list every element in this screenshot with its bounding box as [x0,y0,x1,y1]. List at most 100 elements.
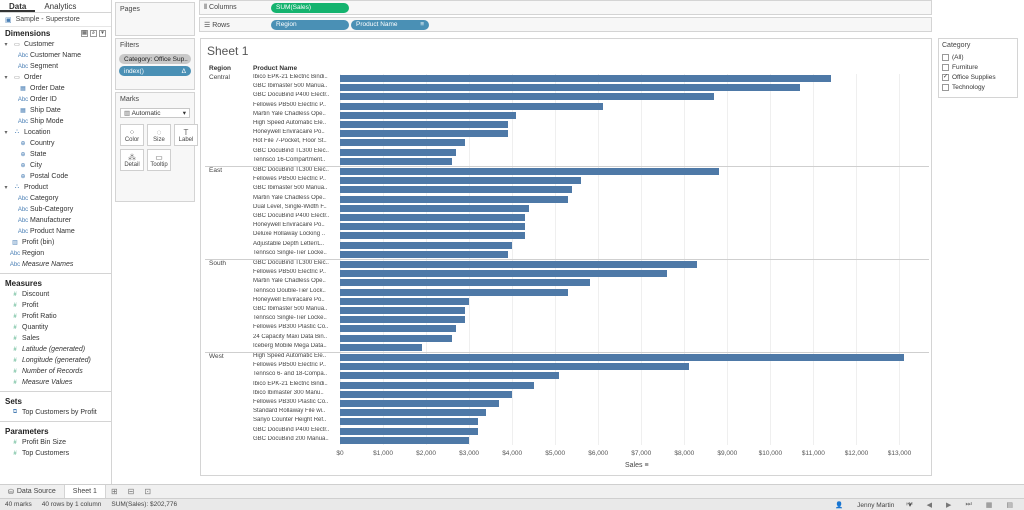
sales-bar[interactable] [340,75,831,82]
mark-tooltip-button[interactable]: ▭ Tooltip [147,149,171,171]
list-view-icon[interactable]: ▤ [1006,502,1013,509]
tab-data[interactable]: Data [0,0,36,12]
dimension-field[interactable]: Abc Segment [17,63,59,70]
product-label[interactable]: GBC DocuBind TL300 Elec.. [253,147,329,154]
filter-pill-category[interactable]: Category: Office Sup.. [119,54,191,64]
dimension-field[interactable]: Abc Product Name [17,228,75,235]
sales-bar[interactable] [340,130,508,138]
sales-bar[interactable] [340,148,457,156]
product-label[interactable]: Deluxe Rollaway Locking .. [253,231,326,238]
chevron-down-icon[interactable]: ▾ [4,75,8,81]
dimension-field[interactable]: ▦ Order Date [0,83,111,94]
sales-bar[interactable] [340,157,452,165]
datasource-item[interactable]: ▣ Sample - Superstore [0,13,111,27]
sales-bar[interactable] [340,307,465,314]
product-label[interactable]: GBC Ibimaster 500 Manua.. [253,306,328,312]
sales-bar[interactable] [340,223,526,231]
sales-bar[interactable] [340,381,534,389]
product-label[interactable]: Martin Yale Chadless Ope.. [253,194,326,201]
product-label[interactable]: Hot File 7-Pocket, Floor St.. [253,138,327,145]
mark-detail-button[interactable]: ⁂ Detail [120,149,144,171]
sales-bar[interactable] [340,400,500,407]
dimension-field[interactable]: Abc Category [17,195,59,202]
dimension-field[interactable]: ▾ ▭ Order [0,72,111,83]
sales-bar[interactable] [340,354,904,361]
measure-field[interactable]: # Number of Records [0,366,111,377]
region-label[interactable]: West [209,353,224,360]
product-label[interactable]: Martin Yale Chadless Ope.. [253,278,326,285]
chevron-down-icon[interactable]: ▾ [4,185,8,191]
tab-analytics[interactable]: Analytics [44,2,77,11]
product-label[interactable]: Martin Yale Chadless Ope.. [253,110,326,117]
product-label[interactable]: 24 Capacity Maxi Data Bin.. [253,333,328,340]
checkbox[interactable] [942,63,949,71]
product-label[interactable]: High Speed Automatic Ele.. [253,353,327,359]
dimension-field[interactable]: ⊕ Country [0,138,111,149]
sales-bar[interactable] [340,270,668,278]
product-label[interactable]: GBC Ibimaster 500 Manua.. [253,83,328,90]
measure-field[interactable]: # Longitude (generated) [0,355,111,366]
sales-bar[interactable] [340,111,517,119]
dimension-field[interactable]: ▦ Ship Date [0,105,111,116]
new-story-icon[interactable]: ⊡ [144,487,152,496]
dimension-field[interactable]: ▥ Profit (bin) [0,237,111,248]
product-label[interactable]: Tennsco Double-Tier Lock.. [253,287,326,294]
product-label[interactable]: GBC DocuBind 200 Manua.. [253,435,329,442]
measure-field[interactable]: # Profit Ratio [0,311,111,322]
sales-bar[interactable] [340,390,513,398]
user-menu[interactable]: 👤 Jenny Martin ▾ [830,499,917,510]
sales-bar[interactable] [340,427,478,435]
sales-bar[interactable] [340,204,530,212]
product-label[interactable]: Ibico EPK-21 Electric Bindi.. [253,74,328,80]
checkbox[interactable] [942,83,949,91]
rows-pill-product-name[interactable]: Product Name ≡ [351,19,429,30]
sales-bar[interactable] [340,297,470,305]
region-label[interactable]: South [209,260,226,267]
product-label[interactable]: GBC DocuBind P400 Electr.. [253,213,330,219]
parameter-item[interactable]: # Top Customers [0,448,111,459]
x-axis-title[interactable]: Sales ≡ [625,462,649,469]
product-label[interactable]: GBC DocuBind TL300 Elec.. [253,167,329,173]
product-label[interactable]: Standard Rollaway File wi.. [253,408,326,415]
product-label[interactable]: High Speed Automatic Ele.. [253,120,327,126]
dimension-field[interactable]: Abc Customer Name [17,52,81,59]
product-label[interactable]: GBC DocuBind P400 Electr.. [253,426,330,433]
mark-type-select[interactable]: ▥ Automatic ▾ [120,108,190,118]
new-dashboard-icon[interactable]: ⊟ [127,487,135,496]
sales-bar[interactable] [340,279,590,287]
parameter-item[interactable]: # Profit Bin Size [0,437,111,448]
sales-bar[interactable] [340,93,715,101]
filter-pill-index[interactable]: index() Δ [119,66,191,76]
sales-bar[interactable] [340,343,422,351]
sales-bar[interactable] [340,316,465,324]
sales-bar[interactable] [340,177,581,185]
product-label[interactable]: Fellowes PB500 Electric P.. [253,176,326,183]
product-label[interactable]: GBC DocuBind TL300 Elec.. [253,260,329,266]
product-label[interactable]: Fellowes PB500 Electric P.. [253,269,326,276]
sales-bar[interactable] [340,334,452,342]
columns-pill-sum-sales[interactable]: SUM(Sales) [271,2,349,13]
category-option[interactable]: Technology [942,82,1014,92]
dimension-field[interactable]: ⊕ City [0,160,111,171]
category-option[interactable]: Furniture [942,62,1014,72]
sales-bar[interactable] [340,168,719,175]
next-sheet-icon[interactable]: ▶ [946,502,952,509]
product-label[interactable]: GBC Ibimaster 500 Manua.. [253,185,328,192]
sales-bar[interactable] [340,102,603,110]
rows-shelf[interactable]: ☰ Rows Region Product Name ≡ [199,17,932,32]
tab-sheet-1[interactable]: Sheet 1 [64,484,106,499]
search-icon[interactable]: ⌕ [90,29,97,37]
product-label[interactable]: Fellowes PB300 Plastic Co.. [253,399,329,405]
mark-size-button[interactable]: ◌ Size [147,124,171,146]
sales-bar[interactable] [340,409,487,417]
category-option[interactable]: ✓ Office Supplies [942,73,996,81]
product-label[interactable]: Fellowes PB500 Electric P.. [253,362,326,369]
sales-bar[interactable] [340,139,465,147]
measure-field[interactable]: # Discount [0,289,111,300]
measure-field[interactable]: # Quantity [0,322,111,333]
product-label[interactable]: Fellowes PB300 Plastic Co.. [253,324,329,331]
mark-color-button[interactable]: ⁘ Color [120,124,144,146]
mark-label-button[interactable]: T Label [174,124,198,146]
sales-bar[interactable] [340,250,508,258]
product-label[interactable]: Iceberg Mobile Mega Data.. [253,342,327,349]
